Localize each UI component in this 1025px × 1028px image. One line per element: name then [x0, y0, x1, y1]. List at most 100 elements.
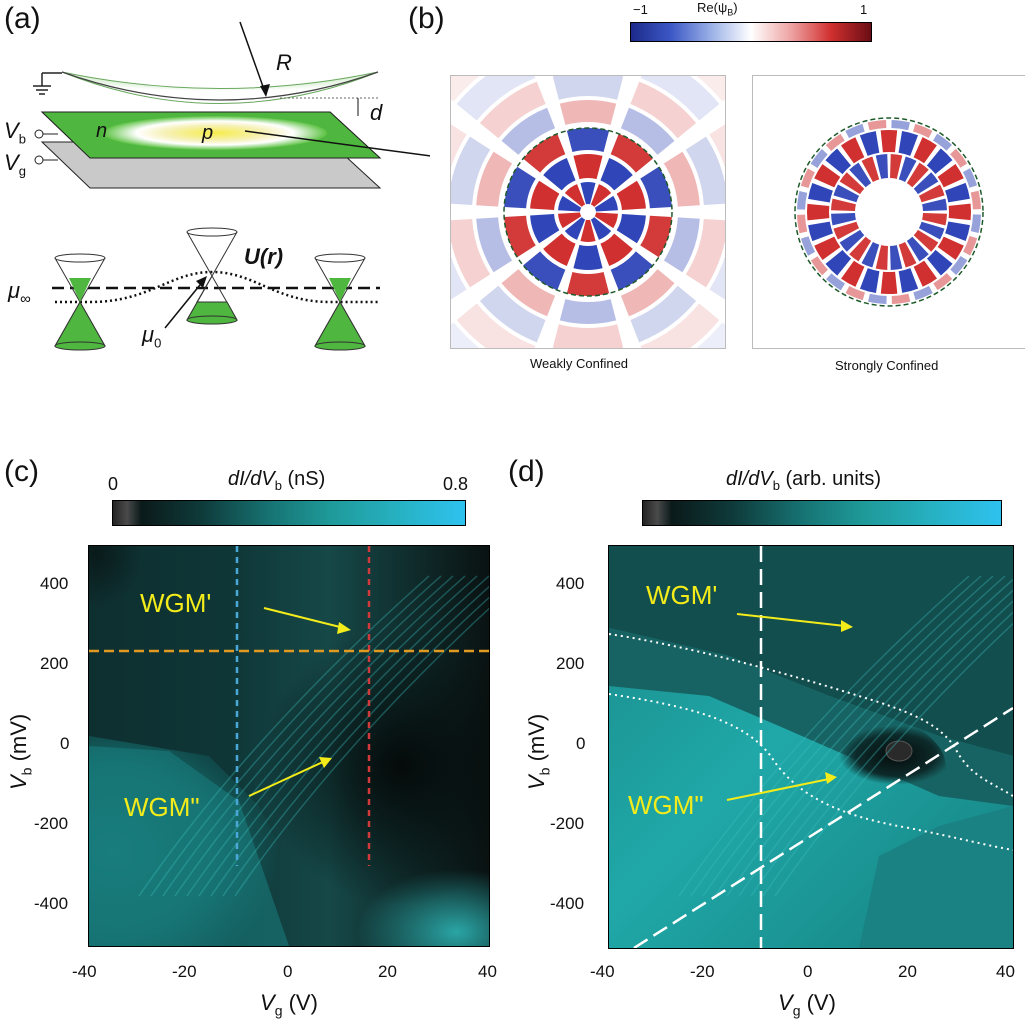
wavefunction-lobe [501, 107, 556, 155]
wavefunction-lobe [814, 236, 841, 261]
colorbar-c [112, 500, 466, 526]
wavefunction-lobe [580, 182, 596, 205]
label-Vb: Vb [4, 118, 26, 147]
label-R: R [276, 50, 292, 75]
wavefunction-lobe [833, 184, 860, 203]
c-ytick-m200: -200 [34, 814, 69, 833]
fringe-line [774, 622, 1013, 897]
wavefunction-lobe [926, 249, 953, 276]
colorbar-b [630, 22, 872, 42]
wavefunction-lobe [616, 214, 646, 244]
fringe-line [186, 575, 478, 897]
wavefunction-lobe [945, 182, 970, 203]
wavefunction-lobe [913, 172, 939, 195]
wavefunction-lobe [451, 322, 480, 348]
d-xtick-m40: -40 [590, 962, 615, 981]
wavefunction-lobe [859, 131, 880, 156]
colorbar-d-title: dI/dVb (arb. units) [726, 468, 882, 493]
colorbar-b-title: Re(ψB) [697, 0, 738, 18]
wavefunction-lobe [922, 198, 947, 211]
wavefunction-lobe [950, 148, 968, 168]
wavefunction-lobe [807, 203, 830, 221]
wavefunction-lobe [530, 180, 560, 210]
wavefunction-lobe [620, 107, 675, 155]
wavefunction-lobe [849, 236, 872, 262]
wavefunction-lobe [970, 190, 981, 210]
fringe-line [162, 575, 454, 897]
label-d: d [370, 100, 383, 125]
wavefunction-lobe [918, 221, 945, 240]
wavefunction-lobe [845, 123, 865, 139]
wavefunction-lobe [933, 133, 952, 151]
wavefunction-lobe [839, 229, 865, 252]
d-ytick-m400: -400 [550, 894, 585, 913]
wavefunction-lobe [620, 269, 675, 317]
wavefunction-lobe [501, 269, 556, 317]
wavefunction-lobe [523, 251, 566, 291]
fringe-line [738, 589, 1013, 897]
wavefunction-lobe [564, 217, 586, 240]
annotation-d-wgm2: WGM" [628, 790, 704, 820]
wavefunction-lobe [808, 221, 833, 242]
wavefunction-lobe [825, 133, 845, 151]
wavefunction-lobe [833, 221, 860, 240]
wavefunction-lobe [709, 124, 725, 168]
d-xtick-40: 40 [996, 962, 1015, 981]
wavefunction-lobe [913, 229, 939, 252]
wavefunction-lobe [826, 273, 845, 291]
wavefunction-lobe [950, 256, 968, 275]
wavefunction-lobe [600, 158, 633, 191]
d-xtick-20: 20 [898, 962, 917, 981]
wavefunction-lobe [800, 168, 815, 188]
panel-label-b: (b) [408, 2, 445, 35]
wavefunction-lobe [913, 285, 933, 301]
fringe-line [138, 575, 430, 897]
strongly-confined-plot [752, 75, 1025, 349]
c-ytick-m400: -400 [34, 894, 69, 913]
wavefunction-lobe [963, 236, 978, 256]
wavefunction-lobe [800, 236, 816, 256]
annotation-d-wgm1: WGM' [646, 580, 718, 610]
wavefunction-lobe [476, 151, 513, 207]
wavefunction-lobe [696, 76, 725, 102]
dirac-cone-middle [186, 227, 238, 325]
wavefunction-lobe [590, 217, 612, 240]
d-xtick-m20: -20 [690, 962, 715, 981]
wavefunction-lobe [945, 221, 970, 242]
wavefunction-lobe [937, 236, 964, 260]
wavefunction-lobe [451, 76, 480, 102]
wavefunction-lobe [898, 131, 919, 156]
panel-label-c: (c) [4, 455, 39, 488]
wavefunction-lobe [808, 182, 833, 203]
wavefunction-lobe [891, 120, 910, 131]
wavefunction-lobe [573, 244, 603, 270]
heatmap-c [88, 545, 490, 947]
wavefunction-lobe [880, 130, 898, 153]
wavefunction-lobe [685, 218, 725, 288]
wavefunction-lobe [962, 168, 978, 188]
wavefunction-lobe [559, 299, 617, 324]
wavefunction-lobe [841, 260, 865, 287]
colorbar-b-max: 1 [860, 2, 868, 17]
d-xtick-0: 0 [803, 962, 813, 981]
colorbar-c-min: 0 [108, 474, 119, 494]
wavefunction-lobe [898, 156, 917, 183]
wavefunction-lobe [797, 191, 808, 210]
fringe-line [174, 575, 466, 897]
wavefunction-lobe [845, 286, 865, 301]
c-xtick-m20: -20 [172, 962, 197, 981]
fringe-line [726, 578, 1013, 897]
wavefunction-lobe [456, 303, 536, 348]
annotation-c-wgm2: WGM" [124, 792, 200, 822]
wavefunction-lobe [875, 154, 888, 179]
wavefunction-lobe [451, 218, 491, 288]
d-xlabel: Vg (V) [778, 990, 836, 1019]
label-p: p [202, 122, 214, 144]
weakly-confined-plot [450, 75, 726, 349]
wavefunction-lobe [859, 268, 880, 293]
wavefunction-lobe [630, 285, 697, 343]
c-ytick-0: 0 [60, 734, 70, 753]
wavefunction-lobe [552, 324, 624, 348]
c-ytick-200: 200 [40, 654, 69, 673]
wavefunction-lobe [861, 156, 880, 183]
